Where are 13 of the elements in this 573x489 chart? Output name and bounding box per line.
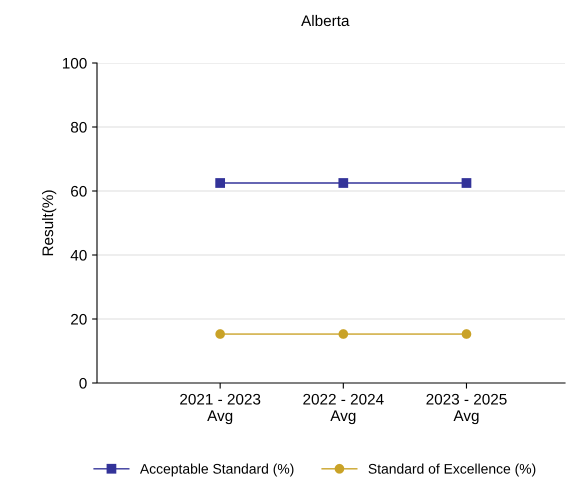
y-axis-title: Result(%) — [42, 190, 56, 256]
y-tick-label: 20 — [71, 314, 87, 325]
x-tick-label: 2021 - 2023 Avg — [180, 394, 260, 424]
legend-label: Acceptable Standard (%) — [140, 464, 294, 476]
x-tick-label: 2022 - 2024 Avg — [303, 394, 384, 424]
y-tick-label: 0 — [79, 378, 87, 389]
legend-label: Standard of Excellence (%) — [368, 464, 536, 476]
y-tick-label: 60 — [71, 186, 87, 197]
y-tick-label: 40 — [70, 250, 87, 261]
chart-title: Alberta — [301, 14, 350, 26]
y-tick-label: 100 — [62, 58, 87, 69]
x-tick-label: 2023 - 2025 Avg — [426, 394, 507, 424]
y-tick-label: 80 — [70, 122, 87, 133]
